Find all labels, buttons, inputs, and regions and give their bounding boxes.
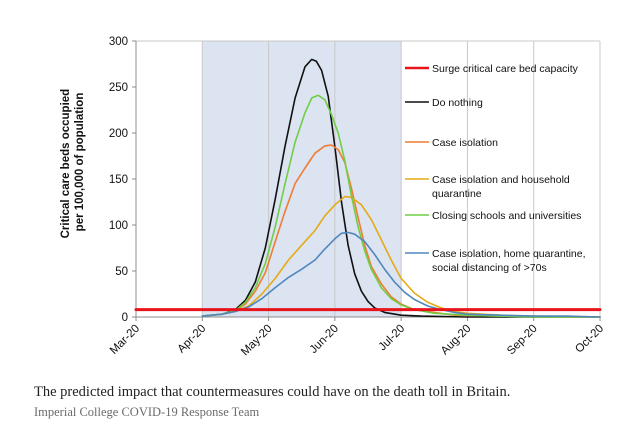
chart-series	[134, 58, 602, 318]
y-axis-label-line-2: per 100,000 of population	[74, 93, 86, 232]
y-axis-label-line-1: Critical care beds occupied	[60, 89, 72, 239]
y-tick-label-150: 150	[109, 174, 128, 186]
x-tick-label-jun-20: Jun-20	[308, 323, 341, 356]
critical-care-chart: 0 50 100 150 200 250 300 Mar-20 Apr-20 May-20 Jun-…	[60, 36, 606, 359]
figure-caption: The predicted impact that countermeasure…	[34, 384, 511, 400]
chart-background	[202, 41, 402, 317]
legend-label-case-isolation: Case isolation	[432, 137, 498, 149]
y-tick-label-250: 250	[109, 82, 128, 94]
shaded-period	[202, 41, 402, 317]
x-tick-label-mar-20: Mar-20	[108, 323, 142, 357]
legend-label-surge-critical-care-bed-capacity: Surge critical care bed capacity	[432, 63, 579, 75]
y-tick-label-300: 300	[109, 36, 128, 48]
legend-label-do-nothing: Do nothing	[432, 97, 483, 109]
figure-credit: Imperial College COVID-19 Response Team	[34, 405, 260, 419]
x-tick-label-oct-20: Oct-20	[573, 323, 606, 356]
series-do-nothing	[201, 58, 601, 318]
legend-label-case-isolation-home-quarantine-social-distancing-of-70s: Case isolation, home quarantine, social d…	[432, 248, 586, 274]
x-tick-label-aug-20: Aug-20	[439, 323, 474, 358]
chart-legend: Surge critical care bed capacity Do nothi…	[405, 63, 586, 274]
x-tick-label-jul-20: Jul-20	[377, 323, 408, 354]
chart-gridlines	[136, 40, 601, 317]
y-axis-label: Critical care beds occupied per 100,000 …	[60, 86, 86, 239]
series-closing-schools-and-universities	[201, 94, 601, 318]
series-case-isolation-home-quarantine-social-distancing-of-70s	[201, 231, 601, 318]
x-tick-label-sep-20: Sep-20	[505, 323, 540, 358]
y-tick-label-50: 50	[115, 266, 128, 278]
legend-label-case-isolation-and-household-quarantine: Case isolation and household quarantine	[432, 174, 570, 200]
y-tick-label-0: 0	[122, 312, 128, 324]
x-tick-label-may-20: May-20	[239, 323, 275, 359]
legend-label-closing-schools-and-universities: Closing schools and universities	[432, 210, 581, 222]
x-tick-label-apr-20: Apr-20	[176, 323, 209, 356]
y-tick-label-100: 100	[109, 220, 128, 232]
y-tick-label-200: 200	[109, 128, 128, 140]
